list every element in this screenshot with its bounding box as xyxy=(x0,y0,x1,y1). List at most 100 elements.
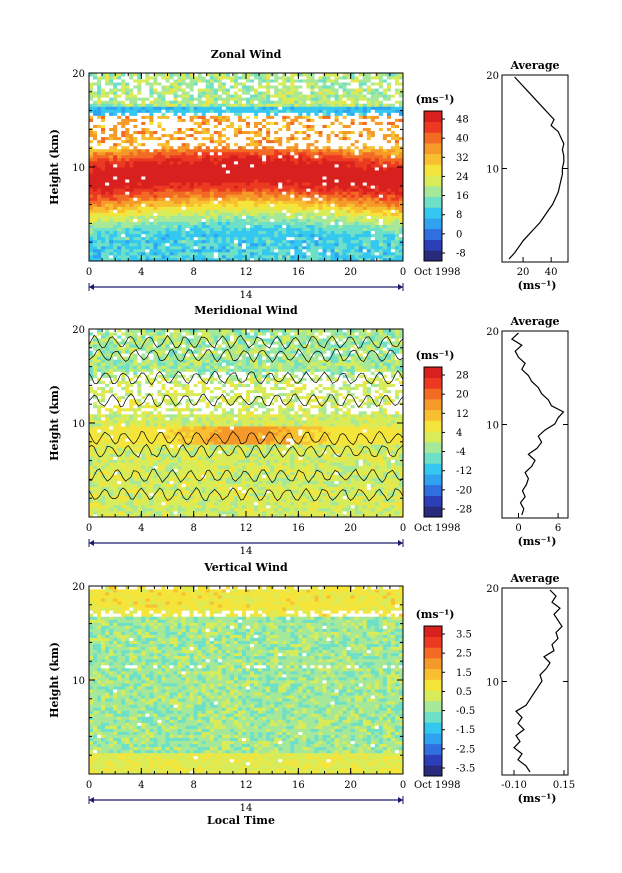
heatmap-cell xyxy=(350,154,356,159)
heatmap-cell xyxy=(97,79,102,83)
heatmap-cell xyxy=(177,127,182,132)
heatmap-cell xyxy=(358,218,364,222)
heatmap-cell xyxy=(374,197,380,201)
heatmap-cell xyxy=(229,191,235,195)
heatmap-cell xyxy=(93,136,98,141)
heatmap-cell xyxy=(117,242,122,247)
heatmap-cell xyxy=(233,191,239,195)
heatmap-cell xyxy=(105,182,110,186)
heatmap-cell xyxy=(366,251,372,256)
heatmap-cell xyxy=(221,88,227,92)
heatmap-cell xyxy=(314,121,319,125)
heatmap-cell xyxy=(294,103,299,107)
heatmap-cell xyxy=(314,139,319,144)
heatmap-cell xyxy=(374,233,380,238)
heatmap-cell xyxy=(101,136,106,141)
heatmap-cell xyxy=(217,124,223,128)
heatmap-cell xyxy=(314,224,319,229)
heatmap-cell xyxy=(237,109,243,113)
heatmap-cell xyxy=(217,109,223,113)
heatmap-cell xyxy=(189,91,195,95)
heatmap-cell xyxy=(310,242,315,247)
heatmap-cell xyxy=(246,106,251,110)
heatmap-cell xyxy=(290,209,295,213)
heatmap-cell xyxy=(145,188,150,192)
heatmap-cell xyxy=(173,254,178,259)
heatmap-cell xyxy=(89,79,94,83)
heatmap-cell xyxy=(322,197,327,201)
heatmap-cell xyxy=(233,130,239,135)
heatmap-cell xyxy=(105,245,110,250)
heatmap-cell xyxy=(117,200,122,204)
heatmap-cell xyxy=(165,100,170,104)
heatmap-cell xyxy=(173,88,178,92)
heatmap-cell xyxy=(169,142,174,147)
heatmap-cell xyxy=(370,233,376,238)
heatmap-cell xyxy=(229,133,235,138)
heatmap-cell xyxy=(262,215,267,219)
heatmap-cell xyxy=(262,163,267,168)
heatmap-cell xyxy=(133,121,138,125)
heatmap-cell xyxy=(306,206,311,210)
heatmap-cell xyxy=(310,188,315,192)
heatmap-cell xyxy=(93,133,98,138)
heatmap-cell xyxy=(246,173,251,177)
heatmap-cell xyxy=(310,236,315,241)
heatmap-cell xyxy=(109,230,114,235)
heatmap-cell xyxy=(97,130,102,135)
heatmap-cell xyxy=(161,103,166,107)
heatmap-cell xyxy=(362,139,368,144)
heatmap-cell xyxy=(237,248,243,253)
heatmap-cell xyxy=(165,118,170,122)
heatmap-cell xyxy=(310,200,315,204)
heatmap-cell xyxy=(390,112,396,116)
heatmap-cell xyxy=(165,154,170,159)
heatmap-cell xyxy=(386,254,392,259)
heatmap-cell xyxy=(326,230,331,235)
heatmap-cell xyxy=(145,124,150,128)
heatmap-cell xyxy=(258,109,263,113)
heatmap-cell xyxy=(374,145,380,150)
heatmap-cell xyxy=(205,133,211,138)
heatmap-cell xyxy=(306,157,311,162)
heatmap-cell xyxy=(354,76,360,80)
heatmap-cell xyxy=(121,167,126,171)
heatmap-cell xyxy=(205,97,211,101)
heatmap-cell xyxy=(354,142,360,147)
heatmap-cell xyxy=(209,91,215,95)
heatmap-cell xyxy=(213,157,219,162)
heatmap-cell xyxy=(350,224,356,229)
heatmap-cell xyxy=(346,133,352,138)
heatmap-cell xyxy=(310,142,315,147)
heatmap-cell xyxy=(330,188,335,192)
panel-title: Meridional Wind xyxy=(194,304,298,317)
heatmap-cell xyxy=(382,194,388,198)
heatmap-cell xyxy=(282,233,287,238)
heatmap-cell xyxy=(97,167,102,171)
heatmap-cell xyxy=(177,94,182,98)
heatmap-cell xyxy=(189,76,195,80)
heatmap-cell xyxy=(338,115,344,119)
heatmap-cell xyxy=(205,251,211,256)
heatmap-cell xyxy=(193,221,199,226)
heatmap-cell xyxy=(294,257,299,262)
heatmap-cell xyxy=(294,82,299,86)
heatmap-cell xyxy=(241,236,247,241)
heatmap-cell xyxy=(201,157,207,162)
heatmap-cell xyxy=(398,100,404,104)
heatmap-cell xyxy=(129,239,134,244)
x-tick-label: 12 xyxy=(240,267,253,278)
heatmap-cell xyxy=(101,148,106,153)
heatmap-cell xyxy=(97,127,102,132)
heatmap-cell xyxy=(350,97,356,101)
heatmap-cell xyxy=(237,82,243,86)
heatmap-cell xyxy=(302,157,307,162)
heatmap-cell xyxy=(282,206,287,210)
heatmap-cell xyxy=(133,154,138,159)
heatmap-cell xyxy=(109,206,114,210)
heatmap-cell xyxy=(286,173,291,177)
heatmap-cell xyxy=(394,151,400,156)
heatmap-cell xyxy=(161,118,166,122)
heatmap-cell xyxy=(370,194,376,198)
heatmap-cell xyxy=(89,163,94,168)
